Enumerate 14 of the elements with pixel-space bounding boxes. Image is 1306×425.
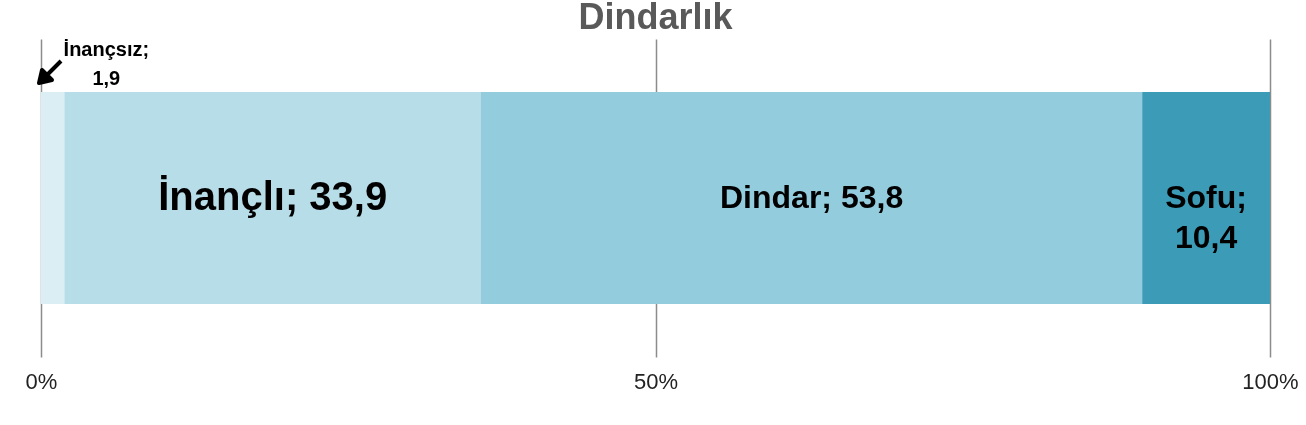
chart-title: Dindarlık: [578, 0, 734, 37]
data-label: 1,9: [92, 67, 121, 89]
x-tick-label: 100%: [1242, 368, 1299, 394]
series-label: İnançsız;: [63, 38, 150, 60]
data-label: 10,4: [1174, 219, 1238, 255]
bar: [480, 92, 1143, 304]
text: İnançlı; 33,9: [158, 174, 388, 218]
series-label: Sofu;: [1165, 179, 1247, 215]
text: Dindar; 53,8: [720, 179, 904, 215]
bar: [64, 92, 481, 304]
x-tick-label: 50%: [633, 368, 679, 394]
x-tick-label: 0%: [25, 368, 58, 394]
bar: [41, 92, 65, 304]
bar: [1142, 92, 1270, 304]
